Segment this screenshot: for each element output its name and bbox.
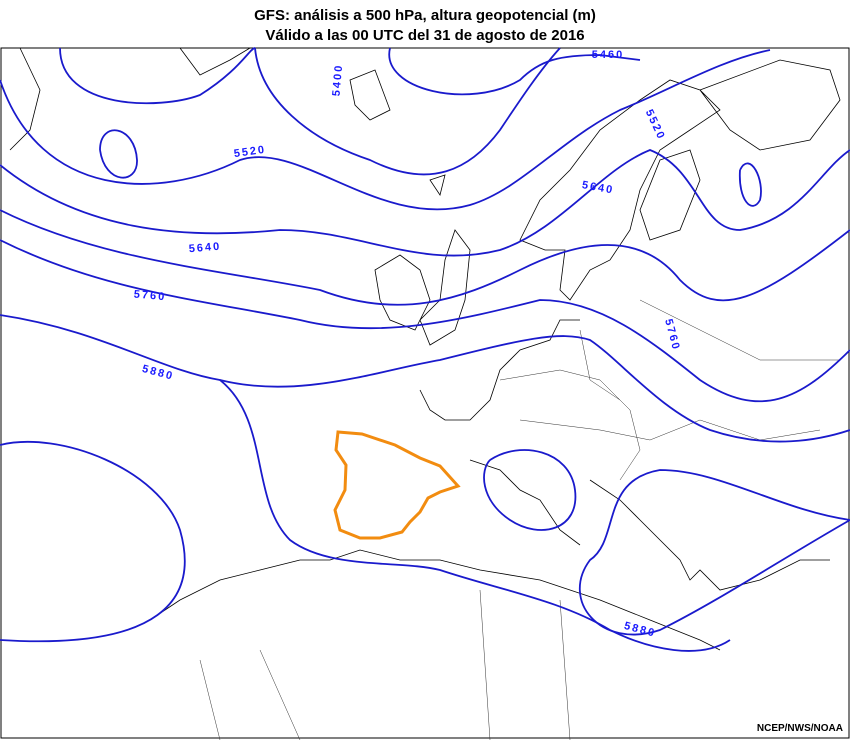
contour-label: 5520 — [643, 108, 668, 143]
contour-label: 5520 — [233, 144, 267, 160]
contour-label: 5880 — [623, 620, 657, 640]
contour-label: 5760 — [133, 289, 166, 304]
title-line: GFS: análisis a 500 hPa, altura geopoten… — [254, 7, 596, 24]
contour-label: 5760 — [662, 318, 682, 352]
contour-label: 5640 — [581, 179, 615, 196]
contour-label: 5640 — [188, 241, 221, 256]
map-frame — [0, 47, 850, 740]
contour-label: 5460 — [592, 49, 624, 61]
contour-label: 5400 — [331, 63, 346, 96]
title-line: Válido a las 00 UTC del 31 de agosto de … — [265, 27, 584, 44]
highlighted-region — [333, 430, 461, 540]
credit: NCEP/NWS/NOAA — [757, 723, 843, 734]
